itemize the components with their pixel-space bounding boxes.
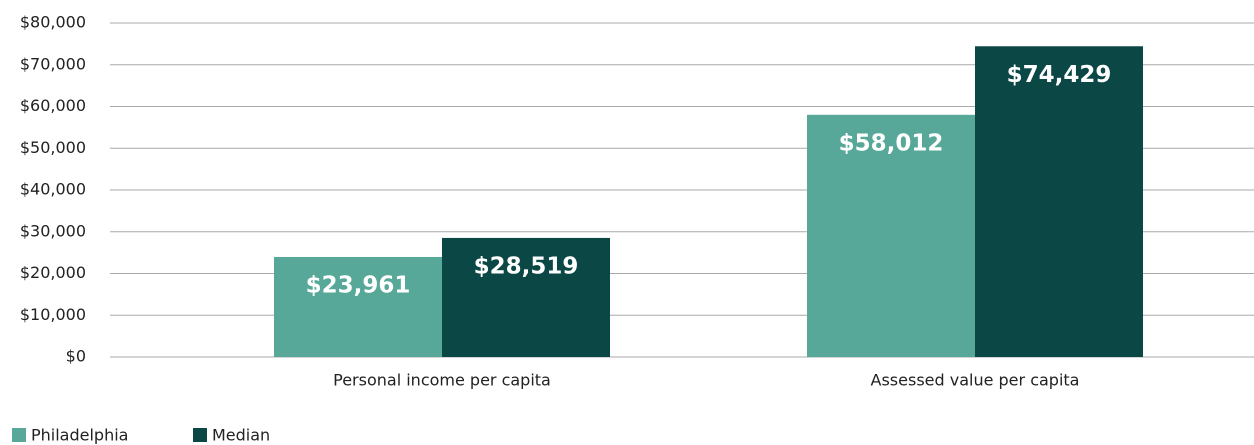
bar [442, 237, 610, 357]
value-label: $74,429 [1007, 62, 1112, 88]
value-label: $23,961 [306, 272, 411, 298]
y-tick-label: $30,000 [20, 221, 86, 240]
y-tick-label: $70,000 [20, 54, 86, 73]
value-label: $58,012 [839, 130, 944, 156]
legend-label: Median [212, 426, 270, 445]
y-tick-label: $50,000 [20, 138, 86, 157]
x-tick-label: Assessed value per capita [871, 371, 1080, 390]
value-label: $28,519 [474, 253, 579, 279]
y-tick-label: $60,000 [20, 96, 86, 115]
y-tick-label: $80,000 [20, 13, 86, 32]
x-tick-label: Personal income per capita [333, 371, 551, 390]
y-tick-label: $10,000 [20, 305, 86, 324]
legend-label: Philadelphia [31, 426, 128, 445]
legend-swatch [12, 428, 26, 442]
y-tick-label: $40,000 [20, 180, 86, 199]
y-tick-label: $20,000 [20, 263, 86, 282]
bar [807, 114, 975, 357]
bar [975, 46, 1143, 358]
y-tick-label: $0 [66, 347, 86, 366]
legend-swatch [193, 428, 207, 442]
bar [274, 256, 442, 357]
